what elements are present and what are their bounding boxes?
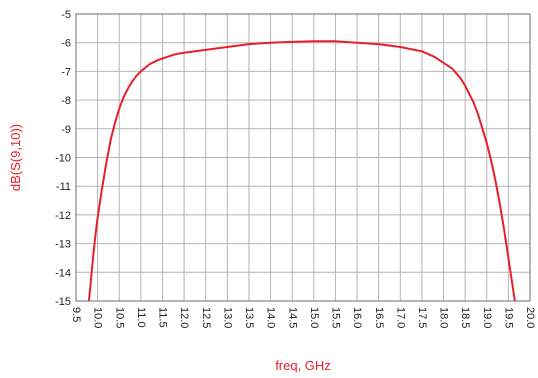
x-tick-label: 16.0 xyxy=(351,307,363,328)
x-tick-label: 13.0 xyxy=(221,307,233,328)
y-tick-label: -6 xyxy=(61,38,71,50)
x-tick-label: 10.0 xyxy=(92,307,104,328)
x-tick-label: 19.0 xyxy=(481,307,493,328)
x-tick-label: 17.0 xyxy=(394,307,406,328)
x-tick-label: 11.5 xyxy=(157,307,169,328)
y-tick-label: -7 xyxy=(61,66,71,78)
y-tick-label: -8 xyxy=(61,95,71,107)
y-tick-label: -13 xyxy=(55,239,71,251)
y-tick-label: -5 xyxy=(61,9,71,21)
x-tick-label: 14.0 xyxy=(265,307,277,328)
y-tick-label: -11 xyxy=(56,181,71,193)
x-tick-label: 10.5 xyxy=(113,307,125,328)
x-tick-label: 18.0 xyxy=(438,307,450,328)
x-tick-label: 12.5 xyxy=(200,307,212,328)
x-tick-label: 15.0 xyxy=(308,307,320,328)
y-tick-label: -10 xyxy=(55,153,71,165)
x-tick-label: 13.5 xyxy=(243,307,255,328)
x-tick-label: 18.5 xyxy=(459,307,471,328)
y-tick-label: -12 xyxy=(55,210,71,222)
x-tick-label: 17.5 xyxy=(416,307,428,328)
x-tick-label: 14.5 xyxy=(286,307,298,328)
grid xyxy=(75,13,531,302)
series-layer xyxy=(87,40,516,302)
x-tick-label: 12.0 xyxy=(178,307,190,328)
x-tick-label: 15.5 xyxy=(330,307,342,328)
x-tick-label: 11.0 xyxy=(135,307,147,328)
x-tick-label: 9.5 xyxy=(70,307,82,322)
y-tick-label: -15 xyxy=(55,296,71,308)
plot-frame xyxy=(75,13,531,302)
y-tick-labels: -5 -6 -7 -8 -9 -10 -11 -12 -13 -14 -15 xyxy=(55,9,71,308)
x-tick-label: 20.0 xyxy=(524,307,536,328)
x-tick-labels: 9.5 10.0 10.5 11.0 11.5 12.0 12.5 13.0 13.5 14.0 1… xyxy=(70,307,536,328)
y-axis-label: dB(S(9,10)) xyxy=(8,124,23,191)
series-line-0 xyxy=(87,40,516,302)
x-tick-label: 19.5 xyxy=(502,307,514,328)
x-tick-label: 16.5 xyxy=(373,307,385,328)
y-tick-label: -9 xyxy=(61,124,71,136)
y-tick-label: -14 xyxy=(55,267,71,279)
x-axis-label: freq, GHz xyxy=(275,358,331,373)
